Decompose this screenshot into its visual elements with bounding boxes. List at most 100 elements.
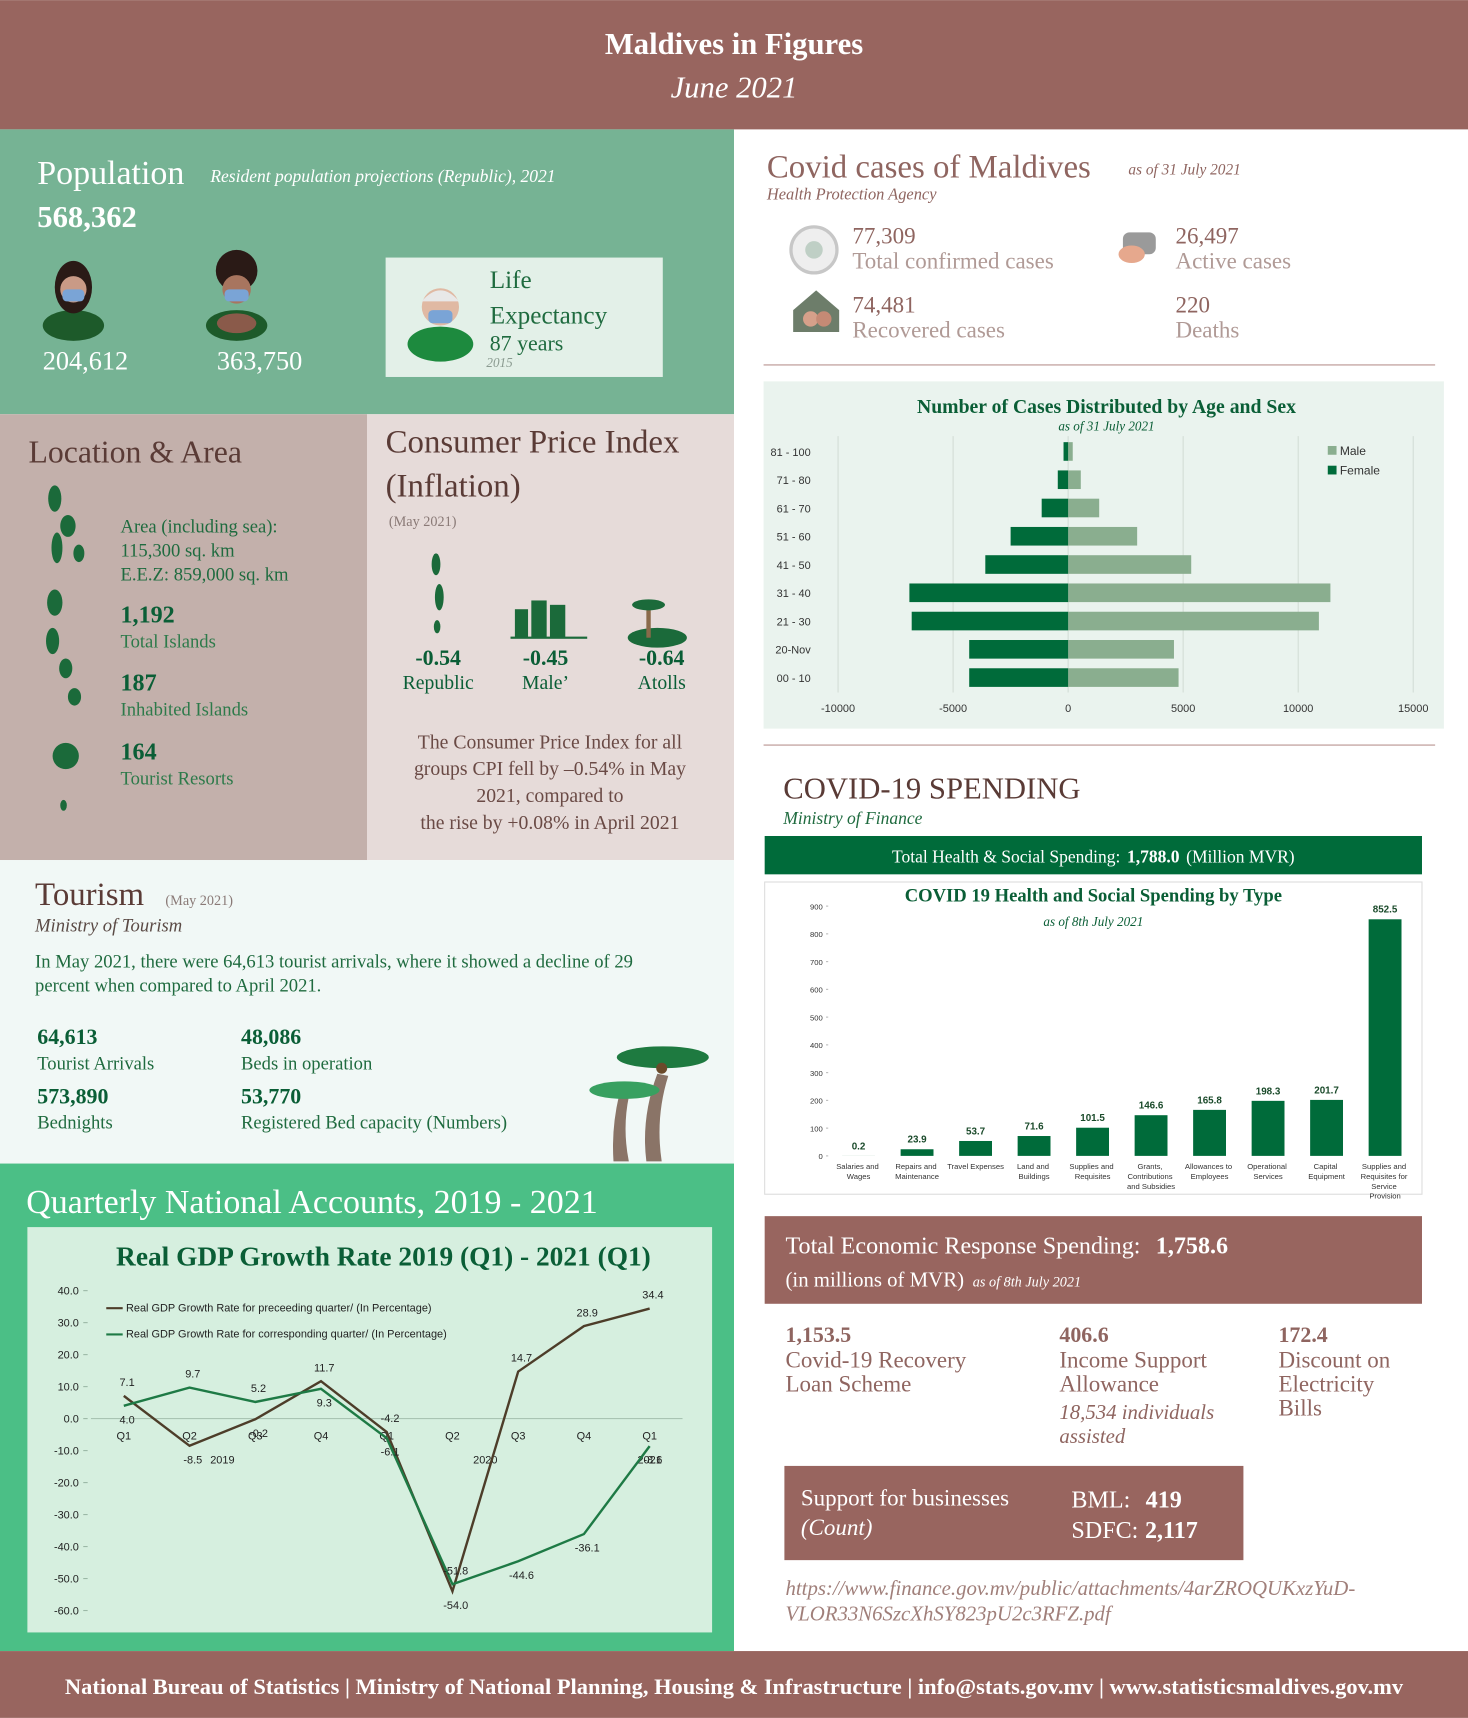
item-label: Electricity — [1278, 1371, 1374, 1396]
source: Health Protection Agency — [766, 184, 937, 203]
data-label: 165.8 — [1197, 1095, 1222, 1106]
as-of: as of 31 July 2021 — [1128, 161, 1240, 178]
x-tick-label: Supplies and Requisites for Service Prov… — [1361, 1162, 1410, 1201]
covid-label: Total confirmed cases — [852, 249, 1054, 274]
business-label: Support for businesses — [801, 1485, 1009, 1510]
x-tick-label: Q3 — [248, 1430, 263, 1442]
y-tick-label: 700 — [810, 958, 823, 967]
y-tick-label: 31 - 40 — [777, 588, 811, 600]
item-note: assisted — [1059, 1424, 1125, 1448]
x-tick-label: Q2 — [182, 1430, 197, 1442]
economic-total: Total Economic Response Spending: 1,758.6 — [785, 1233, 1228, 1259]
x-tick-label: 0 — [1065, 703, 1071, 715]
section-title: Population — [37, 155, 184, 192]
covid-value: 74,481 — [852, 292, 915, 317]
female-icon — [42, 260, 105, 341]
stat-label: Total Islands — [121, 632, 216, 653]
y-tick-label: -50.0 — [54, 1573, 79, 1585]
y-tick-label: 300 — [810, 1069, 823, 1078]
legend-label: Real GDP Growth Rate for preceeding quar… — [126, 1302, 432, 1314]
data-label: 852.5 — [1373, 905, 1398, 916]
cpi-label: Atolls — [638, 672, 686, 694]
sdfc: SDFC: 2,117 — [1071, 1518, 1197, 1544]
x-tick-label: Capital Equipment — [1308, 1162, 1345, 1181]
item-label: Loan Scheme — [785, 1371, 911, 1396]
y-tick-label: 800 — [810, 930, 823, 939]
item-label: Income Support — [1059, 1347, 1207, 1372]
cpi-label: Male’ — [522, 672, 569, 694]
bar — [911, 611, 1069, 631]
label-part: as of 8th July 2021 — [973, 1274, 1081, 1290]
x-tick-label: Q4 — [577, 1430, 592, 1442]
chart-title: Number of Cases Distributed by Age and S… — [917, 396, 1296, 418]
source: Ministry of Finance — [782, 808, 922, 828]
bar — [1068, 668, 1179, 687]
y-tick-label: 40.0 — [58, 1285, 79, 1297]
business-box — [784, 1465, 1244, 1561]
data-label: 14.7 — [511, 1353, 532, 1365]
x-tick-label: Repairs and Maintenance — [895, 1162, 939, 1181]
data-label: -8.6 — [644, 1455, 663, 1467]
data-label: 7.1 — [119, 1377, 134, 1389]
data-label: -8.5 — [183, 1454, 202, 1466]
stat-value: 573,890 — [37, 1083, 108, 1108]
y-tick-label: 81 - 100 — [771, 447, 811, 459]
y-tick-label: 600 — [810, 986, 823, 995]
bar — [1076, 1127, 1109, 1156]
item-label: Allowance — [1059, 1371, 1159, 1396]
label-part: Total Economic Response Spending: — [785, 1233, 1140, 1259]
period: (May 2021) — [389, 514, 457, 530]
bar — [1068, 611, 1319, 631]
bar — [1134, 1115, 1168, 1156]
y-tick-label: -30.0 — [54, 1509, 79, 1521]
x-tick-label: Q1 — [116, 1430, 131, 1442]
item-value: 1,153.5 — [785, 1322, 851, 1347]
stat-label: Beds in operation — [241, 1053, 373, 1074]
economic-banner — [764, 1216, 1422, 1304]
y-tick-label: 20.0 — [58, 1349, 79, 1361]
bar — [959, 1140, 992, 1156]
palm-trees — [589, 1046, 709, 1162]
chart-title: COVID 19 Health and Social Spending by T… — [905, 886, 1282, 907]
data-label: -54.0 — [443, 1600, 468, 1612]
stat-value: 1,192 — [121, 602, 175, 628]
data-label: 28.9 — [577, 1307, 598, 1319]
y-tick-label: 61 - 70 — [777, 503, 811, 515]
x-tick-label: Travel Expenses — [947, 1162, 1004, 1171]
bar — [1251, 1100, 1285, 1156]
x-tick-label: Supplies and Requisites — [1069, 1162, 1115, 1181]
section-title: COVID-19 SPENDING — [783, 772, 1080, 806]
x-tick-label: 15000 — [1398, 703, 1428, 715]
covid-label: Active cases — [1175, 249, 1291, 274]
section-title: Tourism — [35, 877, 144, 913]
data-label: 101.5 — [1080, 1113, 1105, 1124]
label-part: 1,758.6 — [1156, 1233, 1228, 1259]
year-label: 2019 — [210, 1455, 234, 1467]
bar — [909, 583, 1069, 603]
x-tick-label: 10000 — [1283, 703, 1313, 715]
x-tick-label: Land and Buildings — [1017, 1162, 1051, 1181]
line-series — [123, 1307, 650, 1595]
bar — [1010, 526, 1069, 546]
bar — [1041, 498, 1069, 518]
data-label: -4.2 — [381, 1413, 400, 1425]
life-value: 87 years — [490, 331, 564, 356]
stat-label: Bednights — [37, 1112, 112, 1133]
y-tick-label: 400 — [810, 1041, 823, 1050]
cpi-value: -0.64 — [639, 645, 685, 670]
covid-value: 77,309 — [852, 223, 915, 248]
data-label: -6.1 — [381, 1447, 400, 1459]
legend-label: Female — [1340, 463, 1380, 477]
life-year: 2015 — [486, 355, 513, 370]
y-tick-label: 00 - 10 — [777, 673, 811, 685]
y-tick-label: -10.0 — [54, 1445, 79, 1457]
y-tick-label: -40.0 — [54, 1541, 79, 1553]
y-tick-label: 500 — [810, 1013, 823, 1022]
cpi-text: 2021, compared to — [476, 785, 623, 807]
x-tick-label: Q1 — [642, 1430, 657, 1442]
y-tick-label: 41 - 50 — [777, 560, 811, 572]
legend-label: Real GDP Growth Rate for corresponding q… — [126, 1329, 447, 1341]
data-label: -36.1 — [575, 1543, 600, 1555]
section-title: (Inflation) — [386, 468, 521, 504]
